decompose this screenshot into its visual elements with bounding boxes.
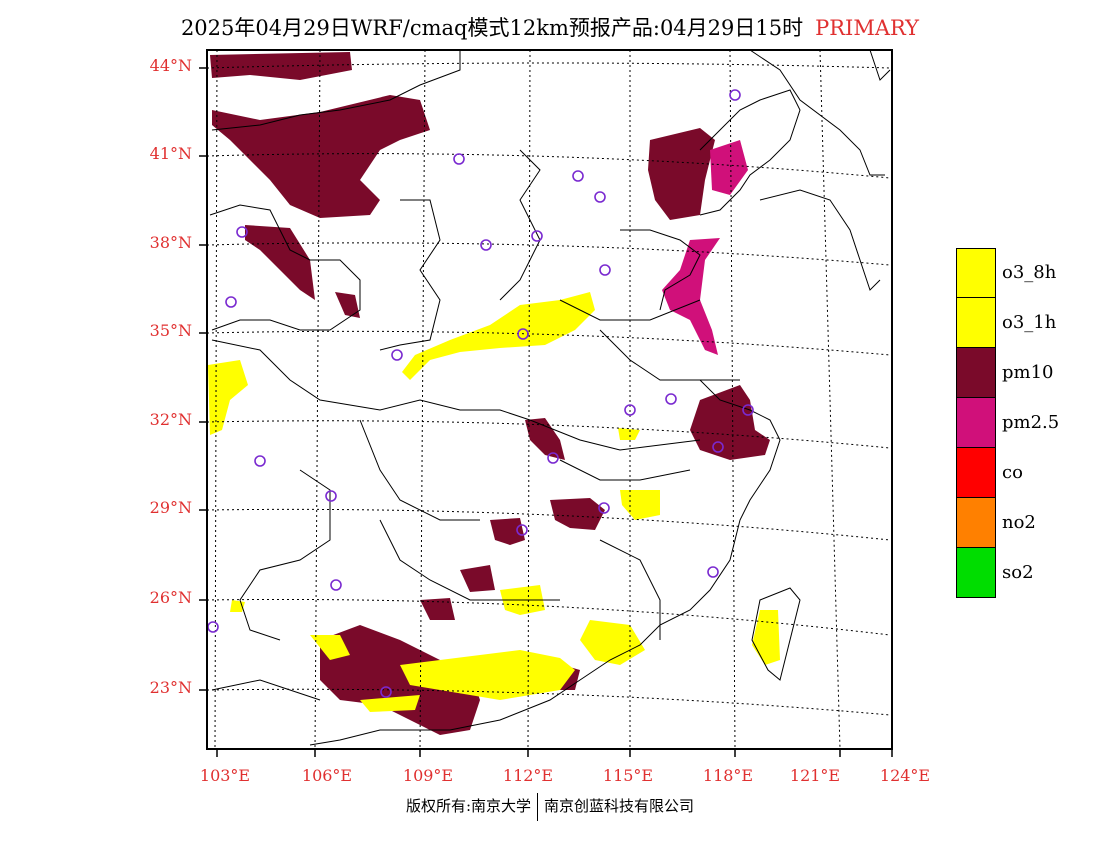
- lat-label-44: 44°N: [149, 56, 192, 75]
- lon-label-112: 112°E: [502, 766, 554, 785]
- province-boundaries: [209, 49, 891, 746]
- legend-item-pm10: pm10: [956, 348, 1076, 398]
- legend-label: pm10: [1002, 362, 1054, 383]
- lat-label-26: 26°N: [149, 588, 192, 607]
- lat-label-41: 41°N: [149, 144, 192, 163]
- legend-label: co: [1002, 462, 1023, 483]
- legend-swatch: [956, 498, 996, 548]
- lon-label-109: 109°E: [402, 766, 454, 785]
- lon-label-115: 115°E: [602, 766, 654, 785]
- legend-swatch: [956, 548, 996, 598]
- legend-item-no2: no2: [956, 498, 1076, 548]
- lat-label-29: 29°N: [149, 498, 192, 517]
- legend-swatch: [956, 398, 996, 448]
- map-title: 2025年04月29日WRF/cmaq模式12km预报产品:04月29日15时 P…: [0, 12, 1100, 42]
- o3-regions: [208, 292, 780, 712]
- lon-label-106: 106°E: [301, 766, 353, 785]
- lat-label-35: 35°N: [149, 321, 192, 340]
- lat-label-23: 23°N: [149, 678, 192, 697]
- copyright-footer: 版权所有:南京大学 南京创蓝科技有限公司: [0, 793, 1100, 821]
- lon-label-103: 103°E: [199, 766, 251, 785]
- legend-label: o3_8h: [1002, 262, 1057, 283]
- footer-divider: [537, 793, 539, 821]
- map-frame: [206, 49, 893, 750]
- lat-label-38: 38°N: [149, 233, 192, 252]
- legend-item-pm25: pm2.5: [956, 398, 1076, 448]
- frame-ticks: [199, 67, 893, 757]
- pm25-regions: [662, 140, 748, 355]
- copyright-left: 版权所有:南京大学: [405, 797, 532, 815]
- lon-label-121: 121°E: [789, 766, 841, 785]
- lat-label-32: 32°N: [149, 410, 192, 429]
- legend-item-so2: so2: [956, 548, 1076, 598]
- legend-label: so2: [1002, 562, 1034, 583]
- legend-item-o3-8h: o3_8h: [956, 248, 1076, 298]
- lon-label-118: 118°E: [702, 766, 754, 785]
- legend-label: pm2.5: [1002, 412, 1060, 433]
- title-text: 2025年04月29日WRF/cmaq模式12km预报产品:04月29日15时: [180, 16, 804, 40]
- graticule: [206, 49, 891, 750]
- station-markers: [207, 89, 754, 698]
- legend-item-o3-1h: o3_1h: [956, 298, 1076, 348]
- legend-swatch: [956, 348, 996, 398]
- legend-item-co: co: [956, 448, 1076, 498]
- legend-label: no2: [1002, 512, 1036, 533]
- legend-label: o3_1h: [1002, 312, 1057, 333]
- lon-label-124: 124°E: [879, 766, 931, 785]
- legend-swatch: [956, 448, 996, 498]
- legend: o3_8h o3_1h pm10 pm2.5 co no2 so2: [956, 248, 1076, 598]
- title-tag: PRIMARY: [815, 16, 920, 40]
- copyright-right: 南京创蓝科技有限公司: [544, 797, 695, 815]
- legend-swatch: [956, 298, 996, 348]
- legend-swatch: [956, 248, 996, 298]
